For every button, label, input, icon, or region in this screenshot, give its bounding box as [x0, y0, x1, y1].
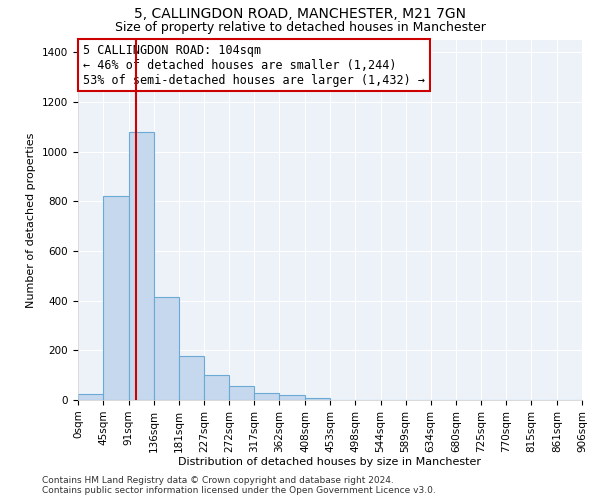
Text: 5 CALLINGDON ROAD: 104sqm
← 46% of detached houses are smaller (1,244)
53% of se: 5 CALLINGDON ROAD: 104sqm ← 46% of detac…	[83, 44, 425, 86]
Bar	[280, 395, 305, 400]
Bar	[128, 132, 154, 400]
Bar	[103, 196, 128, 400]
Bar	[179, 356, 204, 400]
Bar	[305, 398, 330, 400]
Bar	[204, 375, 229, 400]
Text: Size of property relative to detached houses in Manchester: Size of property relative to detached ho…	[115, 21, 485, 34]
Bar	[254, 392, 280, 400]
Bar	[229, 386, 254, 400]
Bar	[154, 297, 179, 400]
Text: Contains HM Land Registry data © Crown copyright and database right 2024.
Contai: Contains HM Land Registry data © Crown c…	[42, 476, 436, 495]
Y-axis label: Number of detached properties: Number of detached properties	[26, 132, 37, 308]
X-axis label: Distribution of detached houses by size in Manchester: Distribution of detached houses by size …	[179, 458, 482, 468]
Bar	[78, 394, 103, 400]
Text: 5, CALLINGDON ROAD, MANCHESTER, M21 7GN: 5, CALLINGDON ROAD, MANCHESTER, M21 7GN	[134, 8, 466, 22]
